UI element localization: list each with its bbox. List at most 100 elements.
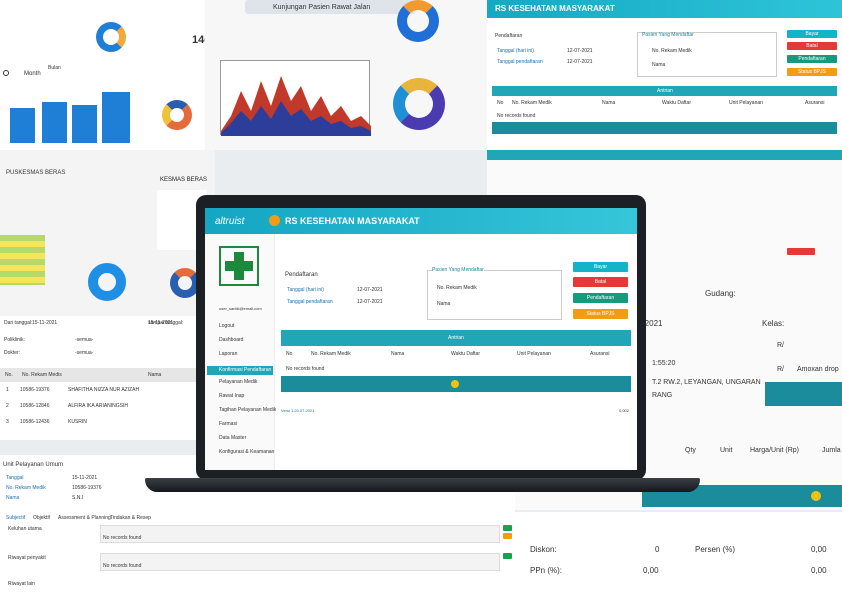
label: Kelas: [762,319,785,328]
stacked-area [220,60,371,136]
menu-item[interactable]: Data Master [219,435,247,441]
label: Dokter: [4,350,21,356]
value[interactable]: 0 [655,545,660,554]
count: 0,002 [619,408,630,413]
period-label: Bulan [48,65,61,71]
cell: 3 [6,419,9,425]
laptop-screen: altruist RS KESEHATAN MASYARAKAT user_sa… [205,208,637,470]
cell: 10586-12846 [20,403,50,409]
cell: SHAFITHA NIZZA NUR AZIZAH [68,387,140,393]
menu-item[interactable]: Logout [219,323,235,329]
app-title: RS KESEHATAN MASYARAKAT [495,4,615,13]
laptop-base [145,478,700,492]
page[interactable] [451,380,459,388]
th: Asuransi [590,351,610,357]
th: Nama [148,372,162,378]
tab[interactable]: Tindakan & Resep [110,515,151,521]
date[interactable]: 12-07-2021 [567,59,593,65]
cell: 2 [6,403,9,409]
rx: R/ [777,366,784,373]
menu-item[interactable]: Tagihan Pelayanan Medik [219,407,277,413]
menu-item[interactable]: Rawat Inap [219,393,245,399]
title: PUSKESMAS BERAS [6,170,66,176]
date[interactable]: 15-11-2021 [32,320,58,326]
menu-item[interactable]: Farmasi [219,421,238,427]
empty: No records found [497,113,536,119]
visit-list: Dari tanggal: 15-11-2021 sampai tanggal:… [0,316,200,440]
tab[interactable]: Objektif [33,515,50,521]
menu-item[interactable]: Laporan [219,351,238,357]
th: Waktu Daftar [451,351,480,357]
menu-item[interactable]: Pelayanan Medik [219,379,258,385]
tab[interactable]: Assessment & Planning [58,515,111,521]
header [487,0,842,18]
button[interactable] [787,248,815,255]
value: 15-11-2021 [72,475,98,481]
brand: altruist [215,216,245,227]
button[interactable]: Batal [573,277,628,287]
select[interactable]: -semua- [75,350,94,356]
month-option[interactable]: Month [24,71,41,77]
label: Nama [6,495,20,501]
menu-item[interactable]: Dashboard [219,337,244,343]
select[interactable]: Persen (%) [695,545,736,554]
page[interactable] [811,491,821,501]
bar [10,108,35,143]
grid [100,525,500,543]
th: No. Rekam Medis [22,372,62,378]
date: 12-07-2021 [567,48,593,54]
total: 146 [192,34,205,46]
label: Gudang: [705,289,736,298]
menu-item[interactable]: Konfirmasi Pendaftaran [207,366,273,375]
th: Unit Pelayanan [517,351,551,357]
button[interactable]: Bayar [573,262,628,272]
th: Jumla [822,447,841,454]
toggle[interactable] [269,215,280,226]
button[interactable]: Bayar [787,30,837,38]
section: Pendaftaran [495,33,523,39]
heatmap [0,235,45,285]
empty: No records found [103,563,142,569]
date[interactable]: 15-11-2021 [148,320,174,326]
donut [96,22,126,52]
label: sampai tanggal: [148,320,184,326]
button[interactable]: Batal [787,42,837,50]
chart-title: Kunjungan Pasien Rawat Jalan [273,4,371,11]
button[interactable] [503,533,512,539]
header [487,150,842,160]
date: -2021 [642,319,663,328]
pager [492,122,837,134]
label: No. Rekam Medik [437,285,477,291]
queue-bar [281,330,631,346]
label: No. Rekam Medik [652,48,692,54]
user: user_santik@email.com [219,306,262,311]
button[interactable]: Status BPJS [787,68,837,76]
section: Riwayat penyakit [8,555,46,561]
th: No. Rekam Medik [512,100,552,106]
bar [42,102,67,143]
cell: KUSRIN [68,419,87,425]
value: S.N.I [72,495,84,501]
donut [88,263,126,301]
date[interactable]: 12-07-2021 [357,299,383,305]
th: No. Rekam Medik [311,351,351,357]
radio[interactable] [3,70,9,76]
button[interactable]: Pendaftaran [573,293,628,303]
logo [219,246,259,286]
donut [397,0,439,42]
select[interactable]: -semua- [75,337,94,343]
button[interactable] [503,525,512,531]
title: Unit Pelayanan Umum [3,462,64,468]
button[interactable]: Status BPJS [573,309,628,319]
label: No. Rekam Medik [6,485,46,491]
tab[interactable]: Subjectif [6,515,26,521]
version: Versi 1.20.07.2021 [281,408,315,413]
date: 12-07-2021 [357,287,383,293]
button[interactable] [503,553,512,559]
label: Tanggal pendaftaran [287,299,333,305]
button[interactable]: Pendaftaran [787,55,837,63]
value[interactable]: 0,00 [643,566,659,575]
app-title: RS KESEHATAN MASYARAKAT [285,216,420,226]
menu-item[interactable]: Konfigurasi & Keamanan [219,449,275,455]
